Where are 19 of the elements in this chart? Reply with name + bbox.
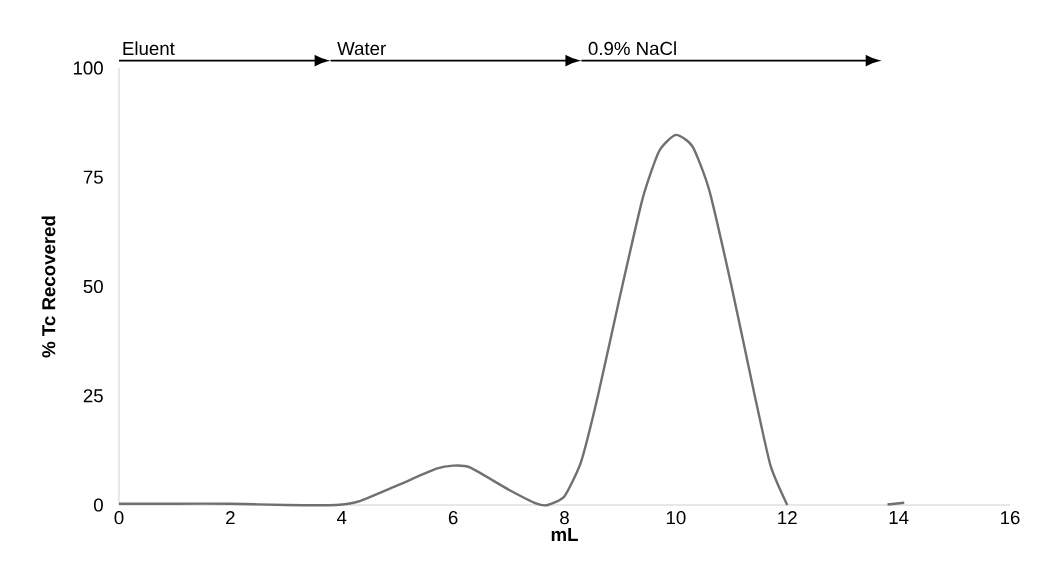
y-tick-label: 100 [73, 61, 103, 75]
y-axis-title: % Tc Recovered [41, 216, 56, 358]
x-tick-label: 14 [889, 511, 909, 524]
y-tick-label: 50 [83, 279, 103, 294]
x-tick-label: 16 [1001, 511, 1020, 525]
text: Water [337, 42, 386, 56]
x-tick-label: 2 [226, 511, 235, 525]
y-tick-label: 25 [83, 389, 103, 403]
text: 0.9% NaCl [588, 41, 676, 56]
text: Eluent [123, 41, 175, 56]
x-tick-label: 10 [666, 511, 686, 525]
x-tick-label: 6 [448, 511, 458, 525]
x-tick-label: 12 [778, 511, 797, 525]
x-axis-title: mL [551, 528, 578, 541]
x-tick-label: 8 [560, 511, 569, 525]
y-tick-label: 0 [93, 498, 103, 512]
x-tick-label: 0 [114, 511, 124, 525]
x-tick-label: 4 [336, 511, 347, 524]
y-tick-label: 75 [83, 170, 103, 184]
